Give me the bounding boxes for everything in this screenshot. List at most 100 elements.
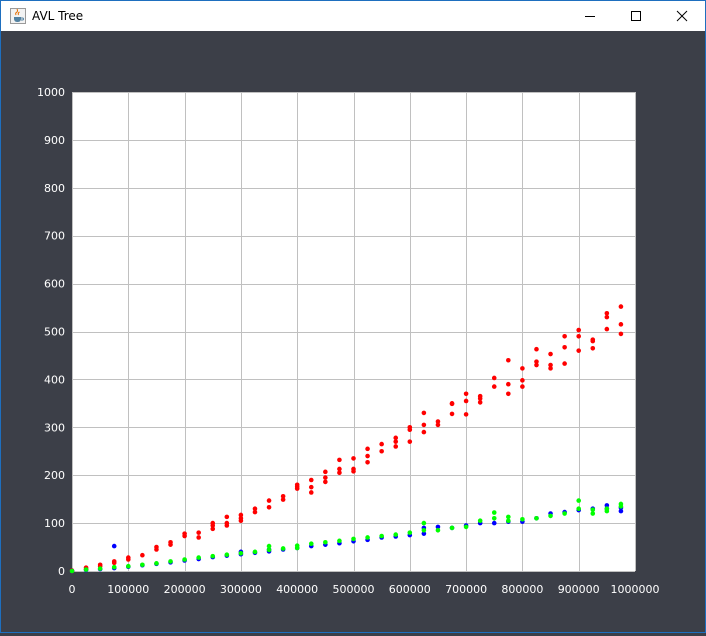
data-point — [154, 561, 159, 566]
data-point — [111, 543, 117, 549]
x-tick-label: 200000 — [164, 583, 206, 596]
data-point — [111, 564, 117, 570]
data-point — [126, 563, 131, 569]
x-tick-label: 0 — [69, 583, 76, 596]
data-point — [337, 538, 342, 544]
x-tick-label: 700000 — [445, 583, 487, 596]
minimize-button[interactable] — [567, 1, 613, 31]
data-point — [323, 479, 328, 485]
data-point — [337, 457, 342, 463]
close-button[interactable] — [659, 1, 705, 31]
data-point — [97, 566, 103, 571]
data-point — [604, 506, 610, 512]
data-point — [520, 378, 525, 383]
data-point — [351, 466, 356, 472]
grid-lines — [72, 92, 636, 572]
data-point — [407, 530, 413, 535]
data-point — [182, 531, 187, 536]
data-point — [506, 391, 511, 397]
x-tick-label: 500000 — [333, 583, 375, 596]
data-point — [280, 546, 286, 551]
data-point — [477, 393, 483, 399]
y-tick-label: 900 — [44, 134, 65, 147]
series-1 — [69, 304, 624, 574]
data-point — [111, 559, 117, 564]
data-point — [351, 536, 356, 542]
data-point — [168, 559, 173, 564]
x-tick-label: 1000000 — [611, 583, 660, 596]
data-point — [308, 484, 314, 490]
y-tick-label: 200 — [44, 469, 65, 482]
title-bar[interactable]: AVL Tree — [1, 1, 705, 31]
data-point — [534, 362, 539, 368]
y-tick-label: 700 — [44, 230, 65, 243]
data-point — [83, 567, 89, 572]
x-tick-label: 600000 — [389, 583, 431, 596]
data-point — [491, 520, 497, 526]
data-point — [463, 412, 469, 417]
chart-panel: 0 100 200 300 400 500 600 700 800 900 1000 0 100000… — [1, 31, 705, 632]
data-point — [252, 509, 258, 515]
data-point — [266, 504, 272, 510]
x-tick-label: 100000 — [107, 583, 149, 596]
data-point — [294, 482, 300, 488]
data-point — [421, 531, 427, 536]
data-point — [548, 513, 553, 519]
maximize-icon — [631, 11, 641, 21]
data-point — [238, 512, 244, 518]
data-point — [365, 535, 370, 540]
data-point — [520, 384, 525, 389]
data-point — [506, 381, 511, 387]
data-point — [576, 506, 581, 512]
data-point — [308, 477, 314, 483]
data-point — [562, 511, 567, 516]
y-tick-label: 100 — [44, 517, 65, 530]
data-point — [393, 532, 399, 537]
y-tick-label: 0 — [58, 565, 65, 578]
plot-area — [72, 92, 635, 571]
data-point — [238, 550, 244, 556]
data-point — [379, 533, 384, 539]
data-point — [421, 527, 427, 533]
data-point — [365, 459, 370, 465]
y-tick-label: 300 — [44, 421, 65, 434]
data-point — [126, 555, 131, 560]
data-point — [210, 520, 216, 526]
data-point — [449, 411, 455, 417]
data-point — [548, 351, 553, 357]
data-point — [393, 439, 399, 444]
data-point — [393, 444, 399, 449]
data-point — [435, 419, 441, 424]
data-point — [252, 506, 258, 512]
data-point — [365, 446, 370, 452]
data-point — [506, 357, 511, 363]
data-point — [477, 518, 483, 524]
data-point — [97, 562, 103, 568]
scatter-chart: 0 100 200 300 400 500 600 700 800 900 1000 0 100000… — [1, 31, 705, 632]
data-point — [435, 524, 441, 530]
window-title: AVL Tree — [32, 9, 84, 23]
data-point — [266, 543, 272, 549]
data-points — [69, 304, 624, 574]
data-point — [140, 552, 145, 558]
data-point — [604, 503, 610, 508]
data-point — [196, 555, 201, 560]
data-point — [491, 384, 497, 389]
data-point — [590, 511, 596, 516]
data-point — [407, 439, 413, 444]
data-point — [491, 516, 497, 521]
data-point — [379, 448, 384, 454]
data-point — [506, 514, 511, 520]
y-tick-label: 400 — [44, 373, 65, 386]
data-point — [562, 333, 567, 339]
data-point — [280, 493, 286, 499]
java-cup-icon — [10, 8, 26, 24]
data-point — [449, 401, 455, 407]
data-point — [576, 327, 581, 333]
data-point — [548, 366, 553, 371]
data-point — [534, 516, 539, 521]
data-point — [393, 435, 399, 441]
maximize-button[interactable] — [613, 1, 659, 31]
data-point — [224, 552, 230, 558]
data-point — [491, 510, 497, 515]
